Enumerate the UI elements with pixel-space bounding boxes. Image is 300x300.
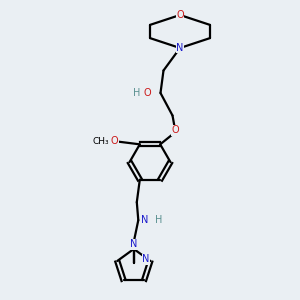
Text: N: N	[141, 215, 149, 225]
Text: O: O	[143, 88, 151, 98]
Text: O: O	[176, 10, 184, 20]
Text: O: O	[110, 136, 118, 146]
Text: CH₃: CH₃	[92, 137, 109, 146]
Text: H: H	[155, 215, 162, 225]
Text: O: O	[172, 125, 179, 136]
Text: N: N	[142, 254, 149, 265]
Text: N: N	[176, 43, 184, 53]
Text: N: N	[130, 239, 137, 250]
Text: H: H	[133, 88, 140, 98]
